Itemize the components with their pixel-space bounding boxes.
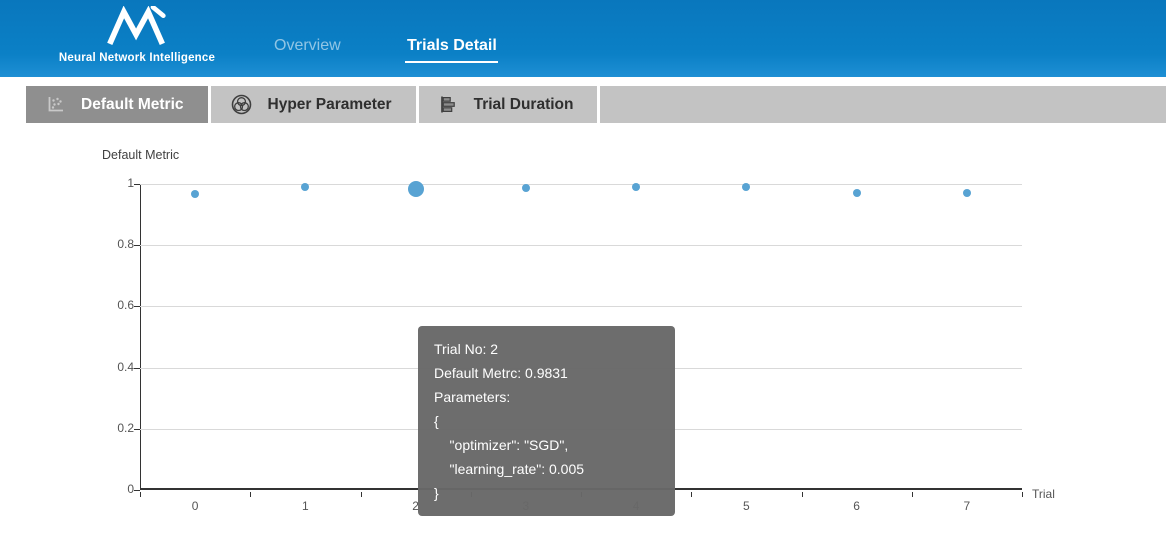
logo-caption: Neural Network Intelligence	[58, 52, 216, 64]
tab-label: Hyper Parameter	[267, 95, 392, 113]
tooltip-line: }	[434, 485, 439, 501]
scatter-point[interactable]	[962, 189, 971, 198]
x-axis-tick	[140, 492, 141, 497]
x-axis-tick	[691, 492, 693, 497]
y-gridline	[140, 306, 1022, 308]
tab-label: Trial Duration	[473, 95, 574, 113]
x-axis-label: 6	[853, 499, 860, 513]
scatter-point[interactable]	[632, 182, 641, 191]
tooltip-line: {	[434, 413, 439, 429]
y-axis-label: 0.2	[117, 420, 134, 435]
y-gridline	[140, 245, 1022, 247]
x-axis-tick	[360, 492, 362, 497]
y-gridline	[140, 184, 1022, 185]
y-axis-tick	[134, 490, 140, 491]
scatter-point[interactable]	[742, 183, 751, 192]
y-axis-tick	[134, 245, 140, 247]
detail-tabbar: Default Metric Hyper Parameter Trial Dur…	[0, 86, 1166, 123]
venn-diagram-icon	[230, 93, 253, 116]
tooltip-line: "learning_rate": 0.005	[434, 461, 585, 477]
tooltip-line: Trial No: 2	[434, 341, 499, 357]
scatter-point[interactable]	[301, 183, 310, 192]
y-axis-label: 0	[127, 482, 134, 496]
tooltip-line: "optimizer": "SGD",	[434, 437, 569, 453]
nav-tab-trials-detail[interactable]: Trials Detail	[407, 37, 497, 54]
x-axis-tick	[911, 492, 913, 497]
tooltip: Trial No: 2 Default Metrc: 0.9831 Paramete…	[418, 326, 675, 516]
x-axis-tick	[250, 492, 252, 497]
tab-trial-duration[interactable]: Trial Duration	[418, 86, 598, 123]
tab-label: Default Metric	[81, 95, 184, 113]
x-axis-label: 7	[963, 499, 971, 513]
scatter-chart-icon	[45, 94, 66, 115]
y-axis-tick	[134, 306, 140, 308]
active-nav-underline	[405, 61, 498, 63]
tabbar-left-spacer	[0, 86, 26, 123]
tooltip-line: Parameters:	[434, 389, 511, 405]
scatter-point-highlighted[interactable]	[407, 181, 424, 198]
app-header: Neural Network Intelligence Overview Tri…	[0, 0, 1166, 77]
y-axis-tick	[134, 367, 140, 369]
x-axis-label: 1	[302, 499, 309, 513]
tabbar-filler	[600, 86, 1166, 123]
nav-tab-overview[interactable]: Overview	[274, 37, 341, 54]
x-axis-label: 2	[412, 499, 419, 513]
tooltip-line: Default Metrc: 0.9831	[434, 365, 568, 381]
y-axis-tick	[134, 184, 140, 185]
x-axis-tick	[1022, 492, 1023, 497]
x-axis-label: 0	[191, 499, 199, 513]
scatter-point[interactable]	[521, 183, 530, 192]
y-axis-label: 0.6	[117, 298, 134, 313]
scatter-point[interactable]	[191, 190, 200, 199]
x-axis-name: Trial	[1032, 487, 1055, 501]
nni-logo-icon	[106, 4, 168, 51]
tab-hyper-parameter[interactable]: Hyper Parameter	[210, 86, 416, 123]
y-axis-label: 0.4	[117, 359, 134, 374]
y-axis-tick	[134, 428, 140, 430]
y-axis-label: 1	[127, 176, 134, 190]
horizontal-bars-icon	[438, 94, 459, 115]
default-metric-chart: Default Metric 00.20.40.60.8101234567 Tr…	[0, 123, 1166, 549]
x-axis-tick	[801, 492, 803, 497]
scatter-point[interactable]	[852, 189, 861, 198]
tab-default-metric[interactable]: Default Metric	[26, 86, 208, 123]
x-axis-label: 5	[743, 499, 750, 513]
y-axis-label: 0.8	[117, 237, 134, 252]
chart-title: Default Metric	[102, 148, 180, 162]
nni-logo: Neural Network Intelligence	[58, 4, 216, 64]
